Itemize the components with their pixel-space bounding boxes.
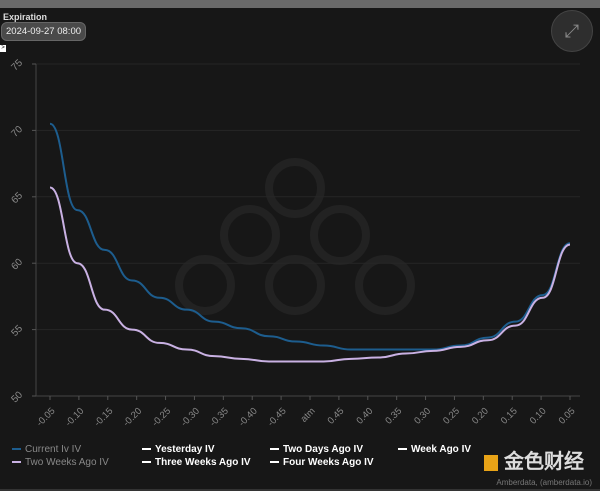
x-tick-label: 0.25	[441, 406, 462, 427]
x-tick-label: 0.05	[557, 406, 578, 427]
watermark-logo	[175, 158, 415, 315]
expiration-label: Expiration	[3, 12, 48, 22]
x-tick-label: -0.45	[266, 406, 289, 429]
y-tick-label: 70	[9, 124, 25, 140]
expand-arrows-icon[interactable]: ⤢	[551, 10, 593, 52]
top-bar	[0, 0, 600, 8]
x-tick-label: 0.15	[499, 406, 520, 427]
x-tick-label: -0.20	[121, 406, 144, 429]
x-tick-label: -0.10	[63, 406, 86, 429]
x-tick-label: 0.35	[383, 406, 404, 427]
legend-swatch	[142, 461, 151, 464]
legend-item[interactable]: Current Iv IV	[12, 444, 81, 455]
series-line-0	[49, 122, 571, 351]
x-tick-label: 0.40	[354, 406, 375, 427]
y-tick-label: 50	[9, 389, 25, 405]
legend-swatch	[12, 461, 21, 464]
x-tick-label: -0.05	[34, 406, 57, 429]
y-tick-label: 60	[9, 257, 25, 273]
x-tick-label: 0.30	[412, 406, 433, 427]
x-tick-label: -0.35	[208, 406, 231, 429]
expiration-select[interactable]: 2024-09-27 08:00	[1, 22, 87, 41]
legend-label: Yesterday IV	[155, 444, 215, 455]
legend-item[interactable]: Two Weeks Ago IV	[12, 457, 109, 468]
x-tick-label: -0.30	[179, 406, 202, 429]
series-line-4	[49, 186, 571, 363]
legend-swatch	[398, 448, 407, 451]
logo-text: 金色财经	[504, 451, 584, 473]
x-tick-label: -0.25	[150, 406, 173, 429]
legend-label: Two Days Ago IV	[283, 444, 364, 455]
y-tick-label: 65	[9, 190, 25, 206]
legend-label: Current Iv IV	[25, 444, 82, 455]
legend-item[interactable]: Four Weeks Ago IV	[270, 457, 374, 468]
x-tick-label: -0.40	[237, 406, 260, 429]
x-tick-label: 0.20	[470, 406, 491, 427]
legend-swatch	[270, 461, 279, 464]
x-tick-label: 0.10	[528, 406, 549, 427]
legend-label: Four Weeks Ago IV	[283, 457, 374, 468]
iv-chart: 50 55 60 65 70 75 -0.05 -0.10 -0.15 -0.20 -0.25 -0.…	[9, 57, 580, 429]
y-tick-label: 75	[9, 57, 25, 73]
legend-item[interactable]: Week Ago IV	[398, 444, 471, 455]
legend-item[interactable]: Two Days Ago IV	[270, 444, 363, 455]
x-tick-label: atm	[299, 406, 318, 425]
legend-swatch	[142, 448, 151, 451]
x-tick-label: 0.45	[326, 406, 347, 427]
legend-label: Two Weeks Ago IV	[25, 457, 109, 468]
legend-item[interactable]: Three Weeks Ago IV	[142, 457, 251, 468]
legend-item[interactable]: Yesterday IV	[142, 444, 214, 455]
x-tick-label: -0.15	[92, 406, 115, 429]
legend-label: Week Ago IV	[411, 444, 472, 455]
panel-toggle-button[interactable]: >	[0, 45, 6, 52]
legend-label: Three Weeks Ago IV	[155, 457, 251, 468]
legend-swatch	[270, 448, 279, 451]
jinse-logo: 金色财经	[484, 450, 584, 474]
credit-text: Amberdata, (amberdata.io)	[496, 478, 592, 487]
bottom-divider	[0, 489, 600, 491]
legend-swatch	[12, 448, 21, 451]
y-tick-label: 55	[9, 323, 25, 339]
